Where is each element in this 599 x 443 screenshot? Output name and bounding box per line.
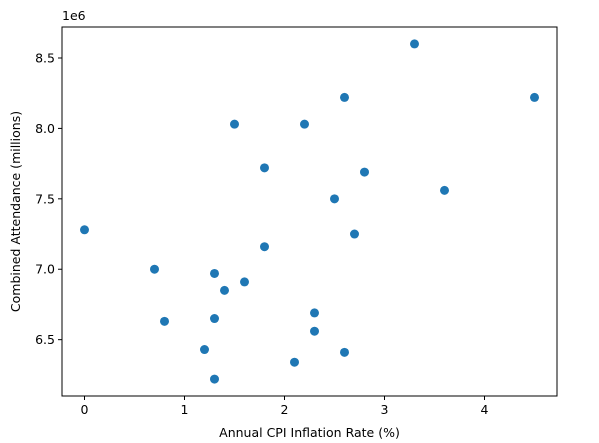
y-tick-label: 7.5 — [35, 191, 55, 206]
y-tick-label: 6.5 — [35, 332, 55, 347]
x-tick-label: 1 — [181, 402, 189, 417]
y-tick-label: 8.5 — [35, 50, 55, 65]
y-offset-label: 1e6 — [62, 8, 86, 23]
x-tick-label: 3 — [381, 402, 389, 417]
data-point — [410, 39, 419, 49]
data-point — [230, 119, 239, 129]
x-axis-ticks: 0 1 2 3 4 — [81, 396, 489, 417]
data-point — [260, 242, 269, 252]
data-point — [340, 92, 349, 102]
data-point — [310, 326, 319, 336]
y-axis-ticks: 6.5 7.0 7.5 8.0 8.5 — [35, 50, 62, 347]
data-point — [310, 308, 319, 318]
data-point — [240, 277, 249, 287]
data-point — [290, 357, 299, 367]
x-tick-label: 0 — [81, 402, 89, 417]
data-point — [340, 347, 349, 357]
data-points — [80, 39, 539, 384]
data-point — [530, 92, 539, 102]
data-point — [330, 194, 339, 204]
data-point — [150, 264, 159, 274]
y-tick-label: 7.0 — [35, 262, 55, 277]
data-point — [210, 374, 219, 384]
data-point — [220, 285, 229, 295]
y-tick-label: 8.0 — [35, 121, 55, 136]
x-axis-label: Annual CPI Inflation Rate (%) — [219, 425, 400, 440]
data-point — [210, 268, 219, 278]
y-axis-label: Combined Attendance (millions) — [8, 111, 23, 312]
data-point — [360, 167, 369, 177]
data-point — [300, 119, 309, 129]
plot-frame — [61, 26, 558, 397]
data-point — [200, 345, 209, 355]
data-point — [210, 314, 219, 324]
x-tick-label: 4 — [481, 402, 489, 417]
data-point — [350, 229, 359, 239]
data-point — [260, 163, 269, 173]
data-point — [440, 185, 449, 195]
x-tick-label: 2 — [281, 402, 289, 417]
data-point — [80, 225, 89, 235]
data-point — [160, 316, 169, 326]
